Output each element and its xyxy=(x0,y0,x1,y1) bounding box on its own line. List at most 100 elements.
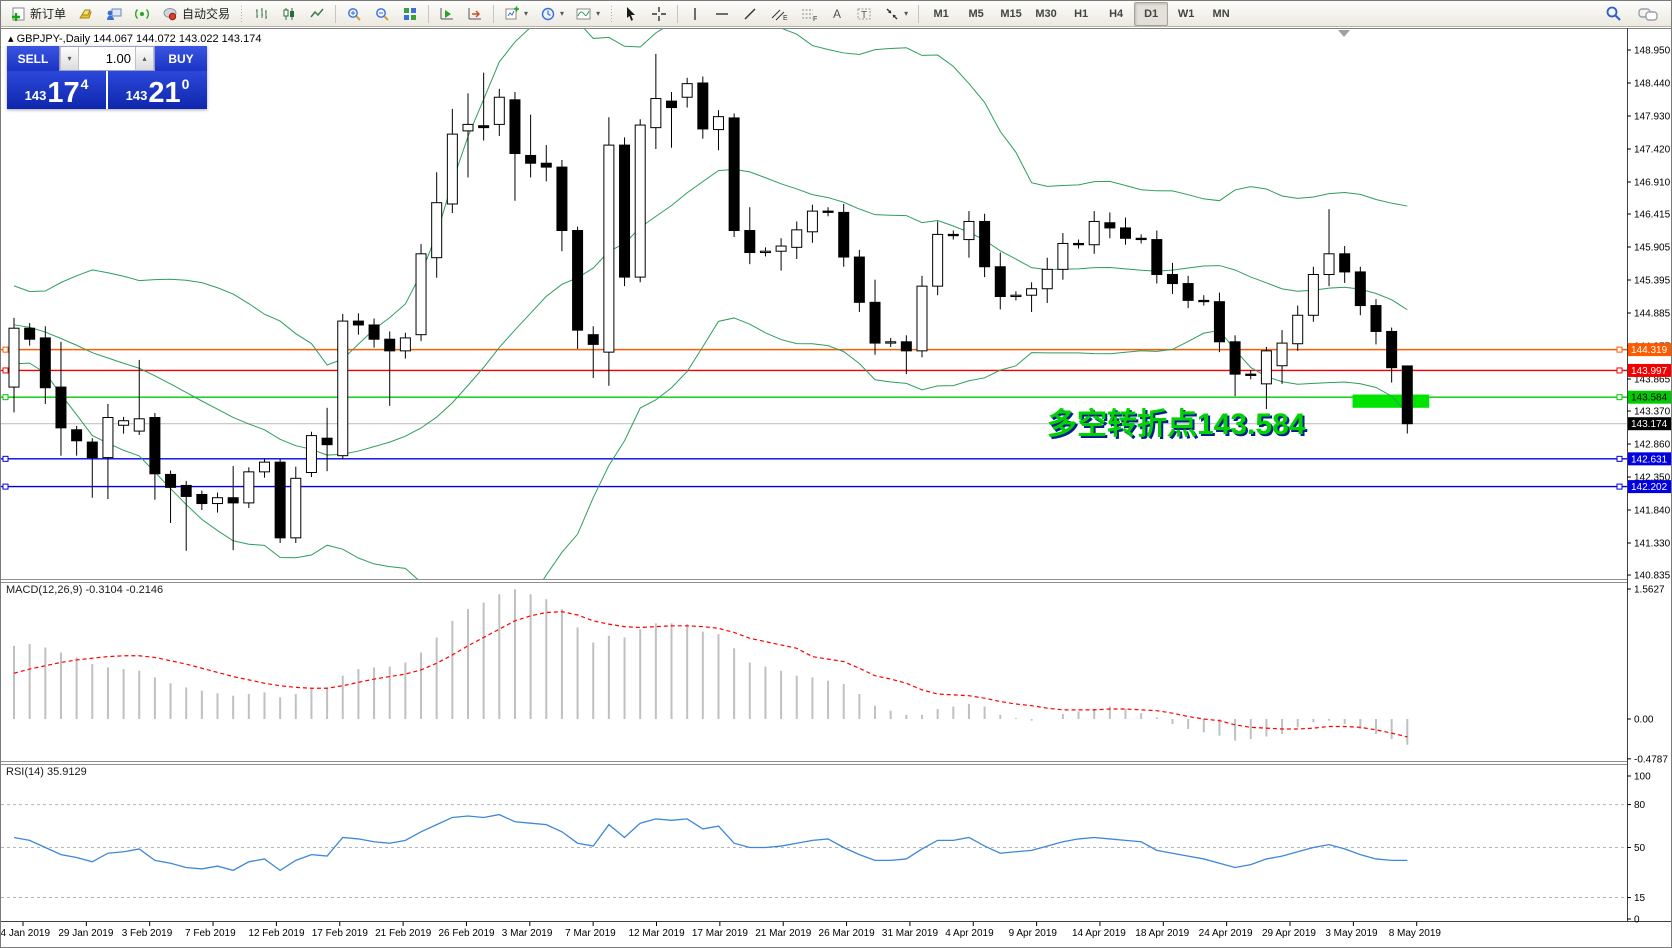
line-handle[interactable] xyxy=(1616,394,1623,401)
text-tool-button[interactable]: A xyxy=(825,2,849,26)
rsi-pane: 100 80 50 15 0 xyxy=(1,772,1651,926)
line-handle[interactable] xyxy=(2,394,9,401)
timeframe-button-h4[interactable]: H4 xyxy=(1109,7,1124,20)
hline-tool-button[interactable] xyxy=(709,2,735,26)
timeframe-button-m15[interactable]: M15 xyxy=(1000,7,1022,20)
cursor-tool-button[interactable] xyxy=(618,2,644,26)
line-handle[interactable] xyxy=(1616,483,1623,490)
crosshair-tool-button[interactable] xyxy=(646,2,672,26)
label-tool-button[interactable]: T xyxy=(851,2,877,26)
svg-text:144.885: 144.885 xyxy=(1634,309,1671,320)
candle-chart-mode-button[interactable] xyxy=(276,2,302,26)
chat-icon xyxy=(1638,7,1658,21)
auto-scroll-button[interactable] xyxy=(434,2,460,26)
chart-shift-button[interactable] xyxy=(462,2,488,26)
buy-price-button[interactable]: 143 21 0 xyxy=(108,71,207,109)
trendline-tool-button[interactable] xyxy=(737,2,763,26)
fibonacci-tool-button[interactable]: F xyxy=(795,2,823,26)
line-handle[interactable] xyxy=(2,455,9,462)
candle-body xyxy=(759,250,771,254)
new-chart-button[interactable]: ▾ xyxy=(499,2,533,26)
candle-body xyxy=(305,435,317,473)
bar-chart-icon xyxy=(256,7,268,19)
candle-body xyxy=(1182,283,1194,301)
candle-body xyxy=(1276,342,1288,367)
candle-body xyxy=(1245,373,1257,376)
bar-chart-mode-button[interactable] xyxy=(248,2,274,26)
svg-text:F: F xyxy=(813,16,817,22)
volume-increment-button[interactable]: ▴ xyxy=(135,47,154,70)
candle-body xyxy=(431,202,443,259)
timeframe-button-d1[interactable]: D1 xyxy=(1134,1,1169,26)
svg-text:143.997: 143.997 xyxy=(1631,366,1668,377)
chart-annotation-text[interactable]: 多空转折点143.584 xyxy=(1047,408,1306,441)
search-icon xyxy=(1606,6,1621,21)
channel-tool-button[interactable]: E xyxy=(765,2,793,26)
toolbar-right-group xyxy=(1600,2,1667,26)
sell-price-integer: 143 xyxy=(24,88,47,103)
svg-text:31 Mar 2019: 31 Mar 2019 xyxy=(882,928,939,939)
chart-canvas[interactable]: 148.950 148.440 147.930 147.420 146.910 146.4… xyxy=(1,28,1672,948)
chart-shift-marker[interactable] xyxy=(1338,30,1350,37)
line-handle[interactable] xyxy=(2,483,9,490)
arrows-tool-button[interactable]: ▾ xyxy=(879,2,913,26)
tile-windows-button[interactable] xyxy=(397,2,423,26)
collapse-arrow-icon[interactable]: ▴ xyxy=(8,33,14,45)
candle-body xyxy=(86,441,98,459)
svg-text:29 Apr 2019: 29 Apr 2019 xyxy=(1262,928,1316,939)
svg-text:142.631: 142.631 xyxy=(1631,454,1668,465)
levels-layer[interactable] xyxy=(1,346,1627,490)
candle-body xyxy=(1307,274,1319,316)
vline-tool-button[interactable] xyxy=(683,2,707,26)
line-handle[interactable] xyxy=(2,367,9,374)
toolbar-grip[interactable] xyxy=(240,4,244,23)
search-button[interactable] xyxy=(1600,2,1627,26)
new-order-button[interactable]: 新订单 xyxy=(5,2,71,26)
timeframe-button-h1[interactable]: H1 xyxy=(1074,7,1089,20)
timeframe-button-m30[interactable]: M30 xyxy=(1035,7,1057,20)
highlight-box[interactable] xyxy=(1352,394,1430,408)
line-chart-mode-button[interactable] xyxy=(304,2,330,26)
indicators-button[interactable]: ▾ xyxy=(571,2,605,26)
zoom-out-button[interactable] xyxy=(369,2,395,26)
svg-text:100: 100 xyxy=(1634,772,1651,783)
svg-text:142.202: 142.202 xyxy=(1631,482,1668,493)
profiles-button[interactable]: ▾ xyxy=(535,2,569,26)
sell-button[interactable]: SELL xyxy=(7,46,59,71)
candle-body xyxy=(384,338,396,352)
timeframe-button-mn[interactable]: MN xyxy=(1212,7,1230,20)
timeframe-button-w1[interactable]: W1 xyxy=(1177,7,1195,20)
svg-text:80: 80 xyxy=(1634,800,1646,811)
volume-decrement-button[interactable]: ▾ xyxy=(60,47,79,70)
svg-text:17 Mar 2019: 17 Mar 2019 xyxy=(692,928,749,939)
chat-button[interactable] xyxy=(1633,2,1663,26)
autotrading-button[interactable]: 自动交易 xyxy=(157,2,235,26)
svg-text:0.00: 0.00 xyxy=(1634,715,1654,726)
sell-price-button[interactable]: 143 17 4 xyxy=(7,71,106,109)
metaeditor-button[interactable] xyxy=(73,2,99,26)
line-handle[interactable] xyxy=(1616,346,1623,353)
buy-button[interactable]: BUY xyxy=(155,46,207,71)
line-handle[interactable] xyxy=(2,346,9,353)
candle-body xyxy=(1323,253,1335,276)
volume-input[interactable] xyxy=(79,47,135,70)
candle-body xyxy=(1057,242,1069,270)
toolbar-grip[interactable] xyxy=(610,4,614,23)
zoom-in-button[interactable] xyxy=(341,2,367,26)
timeframe-button-m1[interactable]: M1 xyxy=(933,7,949,20)
svg-text:14 Apr 2019: 14 Apr 2019 xyxy=(1072,928,1126,939)
candle-body xyxy=(1151,239,1163,276)
line-handle[interactable] xyxy=(1616,455,1623,462)
candle-body xyxy=(681,83,693,98)
dropdown-caret: ▾ xyxy=(596,9,601,18)
price-axis[interactable]: 148.950 148.440 147.930 147.420 146.910 146.4… xyxy=(1627,46,1672,582)
candle-body xyxy=(1292,314,1304,345)
timeframe-button-m5[interactable]: M5 xyxy=(968,7,984,20)
candle-body xyxy=(947,233,959,237)
svg-text:145.395: 145.395 xyxy=(1634,276,1671,287)
signals-button[interactable] xyxy=(129,2,155,26)
date-axis[interactable]: 24 Jan 2019 29 Jan 2019 3 Feb 2019 7 Feb 20… xyxy=(1,922,1441,939)
line-handle[interactable] xyxy=(1616,367,1623,374)
market-watch-button[interactable] xyxy=(101,2,127,26)
svg-text:0: 0 xyxy=(1634,915,1640,926)
